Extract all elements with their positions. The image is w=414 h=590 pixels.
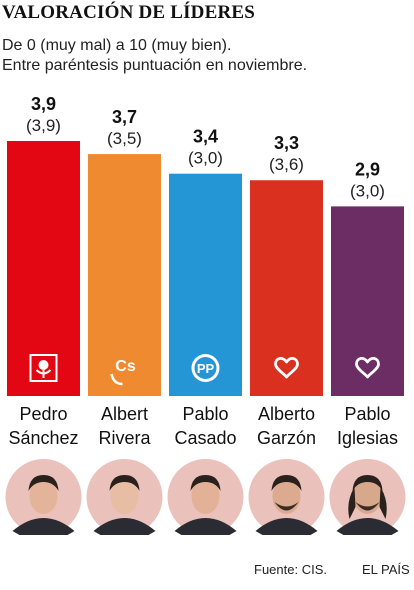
- bar: [88, 154, 161, 396]
- chart-title: VALORACIÓN DE LÍDERES: [2, 2, 256, 23]
- portrait-hair: [352, 475, 383, 491]
- publisher-brand: EL PAÍS: [362, 562, 410, 577]
- portrait-shoulders: [336, 518, 399, 535]
- value-label: 3,7: [112, 107, 137, 127]
- portrait-shoulders: [174, 518, 237, 535]
- portrait-face: [110, 478, 139, 514]
- bar-group: 3,9 (3,9) Pedro Sánchez: [5, 94, 82, 535]
- subtitle-line-1: De 0 (muy mal) a 10 (muy bien).: [2, 37, 232, 54]
- source-note: Fuente: CIS.: [254, 562, 327, 577]
- portrait-face: [191, 478, 220, 514]
- pedro-sanchez-portrait: [5, 459, 82, 535]
- value-label: 3,3: [274, 133, 299, 153]
- pablo-casado-portrait: [167, 459, 244, 535]
- portrait-hair: [271, 475, 302, 491]
- portrait-hair: [109, 475, 140, 491]
- value-label: 2,9: [355, 159, 380, 179]
- previous-value-label: (3,9): [26, 116, 61, 135]
- chart-subtitle: De 0 (muy mal) a 10 (muy bien). Entre pa…: [2, 36, 307, 76]
- psoe-rose-icon: [29, 354, 58, 382]
- heart-icon: [274, 357, 299, 379]
- logo-frame: [29, 354, 58, 382]
- portrait-shoulders: [12, 518, 75, 535]
- category-label: Alberto: [258, 404, 315, 424]
- category-label: Rivera: [98, 428, 151, 448]
- category-label: Pablo: [344, 404, 390, 424]
- bar-group: 2,9 (3,0) Pablo Iglesias: [329, 159, 406, 535]
- previous-value-label: (3,0): [350, 181, 385, 200]
- heart-icon: [355, 357, 380, 379]
- portrait-hair: [190, 475, 221, 491]
- portrait-face: [29, 478, 58, 514]
- logo-swoosh: [110, 373, 123, 386]
- portrait-shoulders: [93, 518, 156, 535]
- subtitle-line-2: Entre paréntesis puntuación en noviembre…: [2, 57, 308, 74]
- pp-logo-icon: PP: [191, 354, 220, 382]
- albert-rivera-portrait: [86, 459, 163, 535]
- bar: [7, 141, 80, 396]
- cs-logo-icon: Cs: [110, 358, 136, 386]
- alberto-garzon-portrait: [248, 459, 325, 535]
- category-label: Iglesias: [337, 428, 398, 448]
- portrait-beard: [355, 502, 380, 511]
- value-label: 3,9: [31, 94, 56, 114]
- previous-value-label: (3,0): [188, 149, 223, 168]
- logo-letters: Cs: [115, 358, 136, 375]
- category-label: Sánchez: [8, 428, 78, 448]
- bar-group: 3,7 (3,5) Cs Albert Rivera: [86, 107, 163, 535]
- pablo-iglesias-portrait: [329, 459, 406, 535]
- value-label: 3,4: [193, 127, 218, 147]
- portrait-shoulders: [255, 518, 318, 535]
- portrait-long-hair: [379, 487, 387, 519]
- category-label: Albert: [101, 404, 148, 424]
- bar-group: 3,4 (3,0) PP Pablo Casado: [167, 127, 244, 535]
- previous-value-label: (3,5): [107, 129, 142, 148]
- category-label: Garzón: [257, 428, 316, 448]
- previous-value-label: (3,6): [269, 155, 304, 174]
- bar-group: 3,3 (3,6) Alberto Garzón: [248, 133, 325, 535]
- category-label: Pablo: [182, 404, 228, 424]
- logo-rose: [38, 360, 49, 370]
- category-label: Pedro: [19, 404, 67, 424]
- bar: [331, 206, 404, 396]
- portrait-hair: [28, 475, 59, 491]
- portrait-long-hair: [348, 487, 356, 519]
- logo-letters: PP: [197, 361, 215, 376]
- bars-layer: 3,9 (3,9) Pedro Sánchez 3,7 (3,5) Cs Albert Rive…: [5, 94, 406, 535]
- portrait-beard: [274, 502, 299, 511]
- logo-inner-disc: [194, 357, 217, 379]
- category-label: Casado: [174, 428, 236, 448]
- bar: [250, 180, 323, 396]
